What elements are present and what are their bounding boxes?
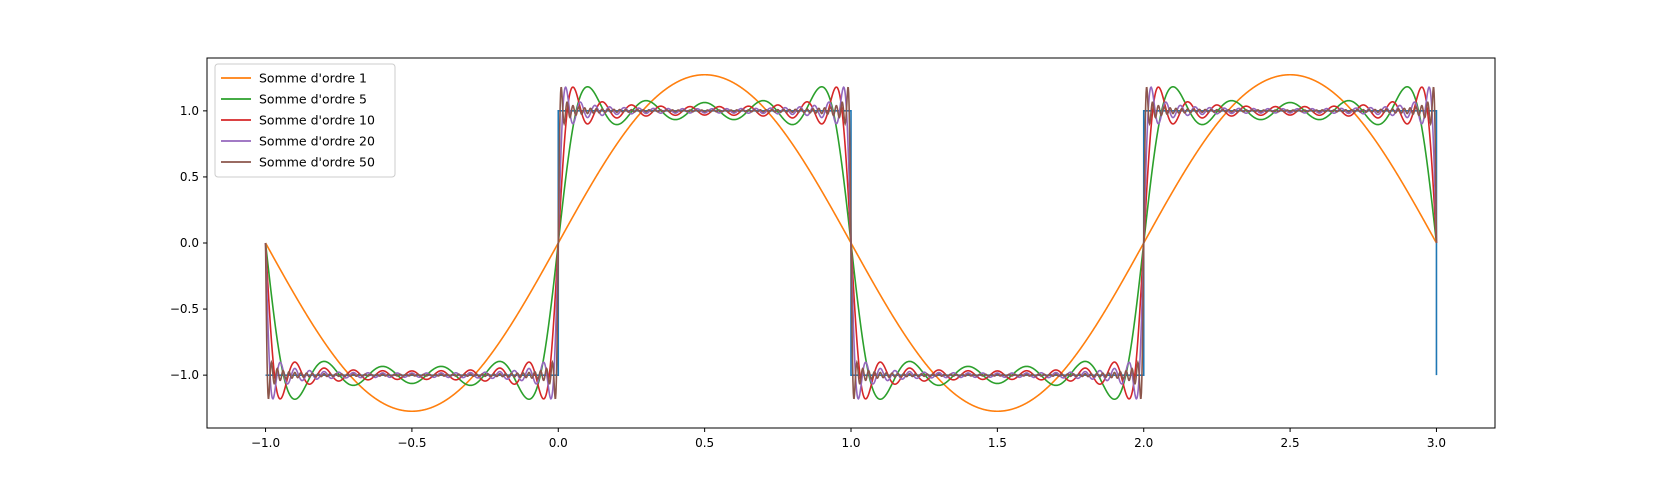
y-tick-label: −1.0 (170, 368, 199, 382)
x-tick-label: 0.5 (695, 436, 714, 450)
legend: Somme d'ordre 1 Somme d'ordre 5 Somme d'or… (214, 63, 396, 178)
y-tick-label: 0.0 (180, 236, 199, 250)
y-tick-label: −0.5 (170, 302, 199, 316)
legend-box (214, 63, 396, 178)
series-layer (264, 73, 1438, 413)
legend-label: Somme d'ordre 1 (259, 71, 367, 86)
x-tick-label: 2.5 (1281, 436, 1300, 450)
x-tick-label: 0.0 (549, 436, 568, 450)
x-tick-label: −1.0 (251, 436, 280, 450)
y-tick-label: 1.0 (180, 104, 199, 118)
series-line-5 (264, 86, 1438, 400)
x-axis: −1.0 −0.5 0.0 0.5 1.0 1.5 2.0 2.5 3.0 (251, 428, 1446, 450)
legend-label: Somme d'ordre 5 (259, 92, 367, 107)
legend-label: Somme d'ordre 20 (259, 134, 375, 149)
x-tick-label: 1.5 (988, 436, 1007, 450)
x-tick-label: −0.5 (397, 436, 426, 450)
y-axis: −1.0 −0.5 0.0 0.5 1.0 (170, 104, 207, 382)
legend-label: Somme d'ordre 50 (259, 155, 375, 170)
y-tick-label: 0.5 (180, 170, 199, 184)
legend-label: Somme d'ordre 10 (259, 113, 375, 128)
x-tick-label: 3.0 (1427, 436, 1446, 450)
x-tick-label: 2.0 (1134, 436, 1153, 450)
x-tick-label: 1.0 (841, 436, 860, 450)
